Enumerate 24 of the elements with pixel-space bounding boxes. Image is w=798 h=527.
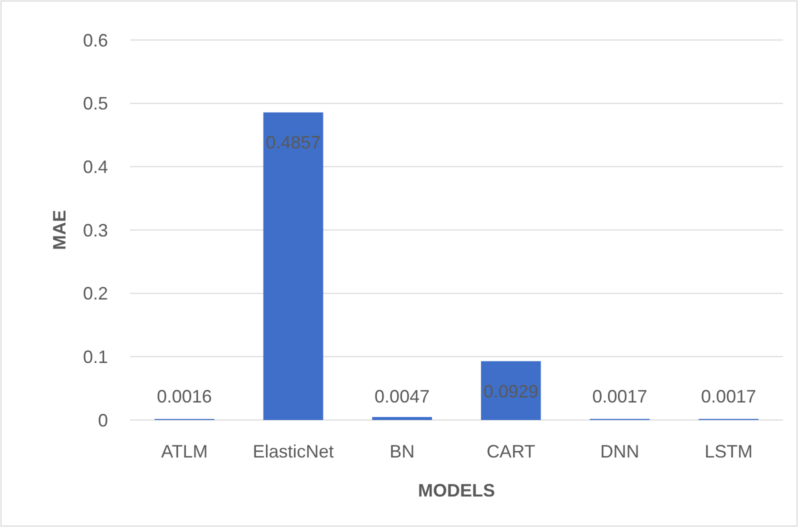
y-axis-title: MAE bbox=[49, 210, 70, 250]
x-tick-label: ElasticNet bbox=[252, 441, 334, 462]
x-tick-label: CART bbox=[486, 441, 536, 462]
x-tick-label: DNN bbox=[600, 441, 640, 462]
data-label: 0.0017 bbox=[701, 386, 756, 406]
y-tick-label: 0.6 bbox=[82, 30, 108, 50]
data-label: 0.0929 bbox=[483, 381, 538, 402]
data-label: 0.0017 bbox=[592, 386, 648, 406]
bar bbox=[480, 361, 541, 420]
data-label: 0.0016 bbox=[156, 386, 212, 406]
bar bbox=[372, 417, 432, 420]
y-tick-label: 0 bbox=[98, 410, 108, 430]
data-label: 0.0047 bbox=[374, 386, 430, 406]
y-tick-label: 0.1 bbox=[82, 346, 108, 367]
y-tick-label: 0.2 bbox=[82, 284, 108, 304]
data-label: 0.4857 bbox=[266, 132, 321, 153]
x-tick-label: LSTM bbox=[704, 441, 753, 462]
y-tick-label: 0.4 bbox=[82, 156, 108, 177]
x-tick-label: BN bbox=[390, 441, 415, 462]
y-tick-label: 0.3 bbox=[82, 220, 108, 240]
bar bbox=[263, 112, 324, 420]
x-tick-label: ATLM bbox=[161, 441, 208, 462]
y-tick-label: 0.5 bbox=[82, 94, 108, 114]
x-axis-title: MODELS bbox=[418, 480, 496, 500]
